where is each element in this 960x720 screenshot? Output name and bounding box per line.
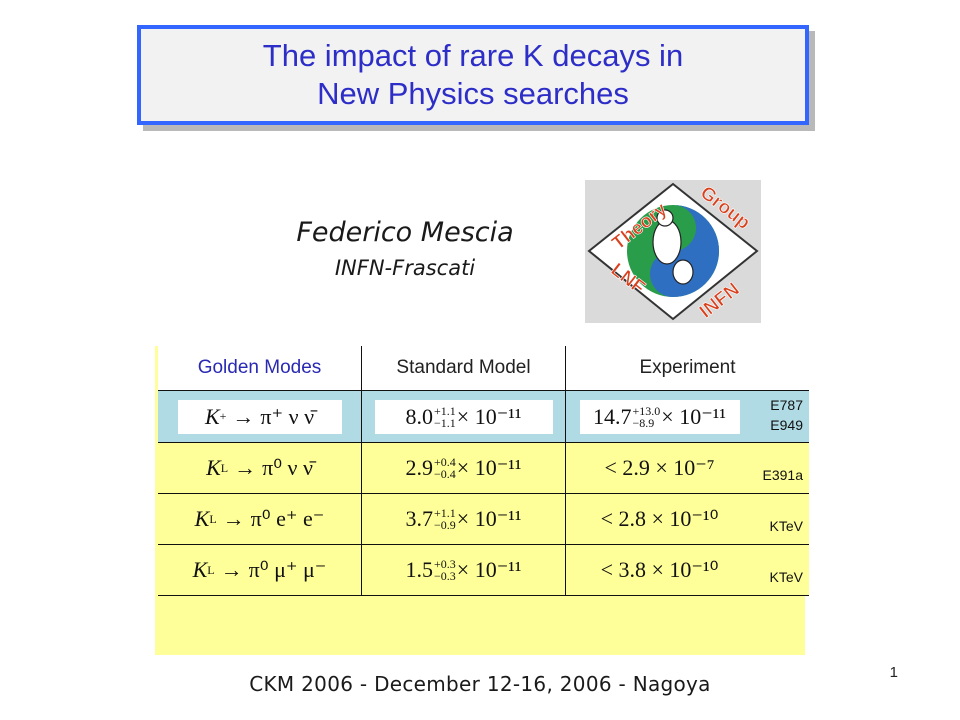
experiment-name: KTeV (769, 569, 803, 585)
title-line-1: The impact of rare K decays in (262, 38, 684, 73)
mode-formula: K + → π⁺ ν ν̄ (177, 399, 342, 434)
author-institution: INFN-Frascati (334, 256, 476, 280)
sm-prediction: 8.0 +1.1 −1.1 × 10⁻¹¹ (374, 399, 553, 434)
author-name: Federico Mescia (296, 217, 514, 248)
mode-formula: K L → π⁰ μ⁺ μ⁻ (177, 553, 342, 587)
experimental-value: < 3.8 × 10⁻¹⁰ (579, 553, 740, 587)
experiment-name: KTeV (769, 518, 803, 534)
table-row: K L → π⁰ e⁺ e⁻ 3.7 +1.1 −0.9 × 10⁻¹¹ < 2.8 × 1… (158, 494, 809, 545)
table-row: K L → π⁰ μ⁺ μ⁻ 1.5 +0.3 −0.3 × 10⁻¹¹ < 3.8 × 1… (158, 545, 809, 596)
experiment-name: E391a (762, 467, 803, 483)
title-line-2: New Physics searches (317, 76, 629, 111)
footer-text: CKM 2006 - December 12-16, 2006 - Nagoya (249, 672, 711, 696)
header-experiment: Experiment (639, 357, 736, 378)
table-row: K + → π⁺ ν ν̄ 8.0 +1.1 −1.1 × 10⁻¹¹ 14.7 +13.0−… (158, 391, 809, 443)
sm-prediction: 1.5 +0.3 −0.3 × 10⁻¹¹ (374, 553, 553, 587)
experimental-value: < 2.8 × 10⁻¹⁰ (579, 502, 740, 536)
mode-formula: K L → π⁰ ν ν̄ (177, 451, 342, 485)
author-block: Federico Mescia INFN-Frascati (255, 215, 555, 285)
experiment-name: E787 E949 (770, 397, 803, 433)
experimental-value: < 2.9 × 10⁻⁷ (579, 451, 740, 485)
sm-prediction: 3.7 +1.1 −0.9 × 10⁻¹¹ (374, 502, 553, 536)
header-golden-modes: Golden Modes (197, 357, 322, 378)
table-row: K L → π⁰ ν ν̄ 2.9 +0.4 −0.4 × 10⁻¹¹ < 2.9 × 10… (158, 443, 809, 494)
title-box: The impact of rare K decays in New Physi… (137, 25, 809, 125)
page-number: 1 (889, 664, 898, 681)
header-standard-model: Standard Model (396, 357, 531, 378)
theory-group-logo: Theory Group LNF INFN (585, 180, 761, 323)
golden-modes-table: Golden Modes Standard Model Experiment K… (158, 346, 809, 596)
table-header-row: Golden Modes Standard Model Experiment (158, 346, 809, 391)
sm-prediction: 2.9 +0.4 −0.4 × 10⁻¹¹ (374, 451, 553, 485)
mode-formula: K L → π⁰ e⁺ e⁻ (177, 502, 342, 536)
experimental-value: 14.7 +13.0 −8.9 × 10⁻¹¹ (579, 399, 740, 434)
